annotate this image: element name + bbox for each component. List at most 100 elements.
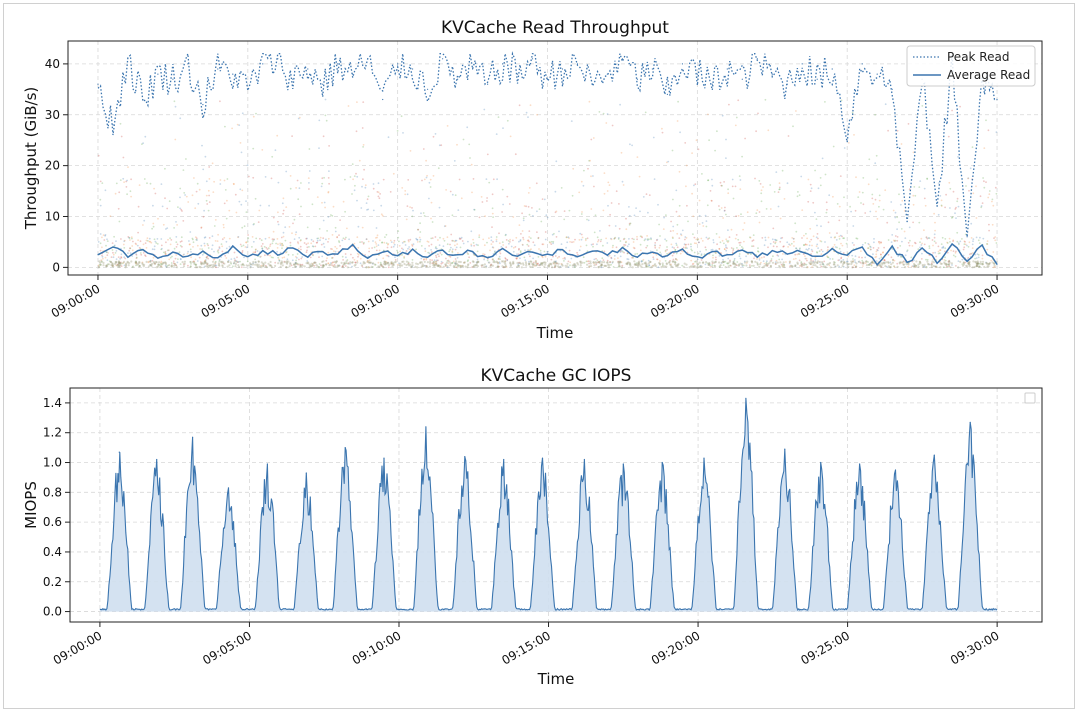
scatter-point — [871, 197, 874, 200]
scatter-point — [600, 238, 603, 241]
scatter-point — [293, 263, 296, 266]
scatter-point — [276, 247, 279, 249]
scatter-point — [685, 263, 688, 266]
scatter-point — [351, 261, 354, 264]
scatter-point — [473, 208, 476, 211]
scatter-point — [743, 222, 746, 224]
scatter-point — [525, 111, 528, 114]
scatter-point — [814, 211, 816, 214]
scatter-point — [219, 179, 222, 181]
scatter-point — [277, 256, 280, 259]
scatter-point — [749, 236, 752, 239]
scatter-point — [461, 265, 464, 268]
scatter-point — [539, 263, 542, 266]
scatter-point — [595, 257, 597, 260]
scatter-point — [878, 194, 881, 197]
scatter-point — [833, 263, 836, 266]
scatter-point — [456, 243, 459, 246]
scatter-point — [105, 264, 108, 267]
scatter-point — [816, 251, 819, 254]
scatter-point — [364, 254, 366, 256]
scatter-point — [241, 263, 244, 266]
scatter-point — [809, 227, 812, 230]
scatter-point — [626, 252, 629, 255]
scatter-point — [959, 260, 962, 263]
scatter-point — [280, 260, 283, 263]
scatter-point — [541, 243, 544, 246]
scatter-point — [285, 261, 289, 264]
scatter-point — [736, 264, 738, 267]
scatter-point — [503, 261, 506, 264]
scatter-point — [255, 263, 259, 266]
scatter-point — [969, 167, 972, 170]
scatter-point — [528, 253, 530, 256]
scatter-point — [718, 247, 721, 250]
scatter-point — [119, 264, 122, 267]
scatter-point — [375, 258, 378, 261]
scatter-point — [871, 262, 874, 264]
scatter-point — [206, 264, 209, 267]
scatter-point — [733, 262, 736, 265]
scatter-point — [267, 262, 270, 265]
scatter-point — [544, 261, 547, 264]
scatter-point — [529, 260, 532, 263]
scatter-point — [762, 260, 765, 263]
scatter-point — [476, 258, 479, 261]
scatter-point — [889, 266, 892, 269]
scatter-point — [779, 240, 782, 243]
scatter-point — [704, 263, 707, 266]
scatter-point — [640, 260, 643, 263]
scatter-point — [541, 262, 543, 265]
scatter-point — [112, 253, 115, 256]
scatter-point — [833, 243, 836, 246]
scatter-point — [977, 265, 981, 268]
scatter-point — [102, 264, 105, 267]
scatter-point — [330, 262, 333, 265]
scatter-point — [901, 240, 903, 243]
scatter-point — [113, 244, 116, 247]
scatter-point — [607, 263, 610, 266]
scatter-point — [456, 263, 459, 266]
scatter-point — [552, 261, 555, 265]
gc-iops-peak-point — [622, 463, 624, 465]
scatter-point — [723, 261, 725, 263]
scatter-point — [455, 260, 458, 263]
peak-read-point — [472, 68, 474, 70]
scatter-point — [658, 263, 662, 266]
scatter-point — [659, 251, 662, 254]
scatter-point — [544, 255, 547, 258]
scatter-point — [382, 262, 386, 265]
scatter-point — [356, 199, 358, 202]
scatter-point — [115, 260, 118, 263]
scatter-point — [356, 175, 359, 178]
scatter-point — [608, 224, 611, 227]
scatter-point — [529, 255, 531, 258]
scatter-point — [372, 209, 375, 212]
scatter-point — [596, 236, 599, 239]
scatter-point — [678, 170, 681, 173]
y-tick-label: 1.0 — [43, 456, 62, 470]
scatter-point — [265, 266, 268, 269]
scatter-point — [182, 169, 185, 172]
scatter-point — [541, 256, 544, 259]
scatter-point — [822, 265, 825, 268]
scatter-point — [457, 264, 460, 267]
scatter-point — [816, 261, 819, 264]
scatter-point — [952, 250, 955, 253]
scatter-point — [988, 190, 991, 192]
scatter-point — [962, 263, 966, 266]
scatter-point — [794, 257, 797, 260]
scatter-point — [679, 252, 682, 255]
scatter-point — [219, 260, 223, 263]
peak-read-point — [217, 68, 219, 70]
scatter-point — [539, 263, 543, 266]
scatter-point — [271, 238, 274, 241]
scatter-point — [541, 262, 544, 265]
scatter-point — [724, 206, 726, 209]
scatter-point — [775, 239, 778, 242]
scatter-point — [806, 266, 809, 269]
scatter-point — [490, 263, 493, 266]
scatter-point — [159, 265, 163, 268]
scatter-point — [186, 252, 189, 255]
scatter-point — [832, 246, 835, 248]
